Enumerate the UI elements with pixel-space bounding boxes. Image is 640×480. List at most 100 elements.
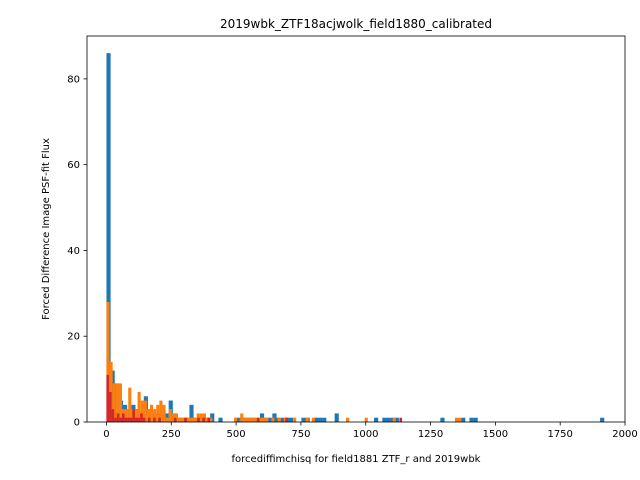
x-tick-label-7: 1750 [547,429,572,440]
histogram-bar-series-1-44 [271,417,275,422]
y-tick-label-1: 20 [67,332,80,343]
histogram-bar-series-0-54 [473,417,478,422]
histogram-bar-series-1-41 [258,417,263,422]
histogram-bar-series-1-30 [199,413,203,422]
histogram-bar-series-1-46 [283,417,287,422]
histogram-bar-series-1-50 [346,417,350,422]
histogram-bar-series-0-55 [600,417,605,422]
histogram-bar-series-2-17 [158,417,161,422]
histogram-bar-series-2-1 [109,391,112,422]
histogram-bar-series-0-50 [394,417,399,422]
histogram-bar-series-1-48 [305,417,309,422]
histogram-bar-series-2-22 [207,417,211,422]
histogram-bar-series-1-15 [153,409,157,422]
histogram-bar-series-2-11 [134,417,138,422]
histogram-bar-series-2-24 [285,417,288,422]
histogram-bar-series-0-49 [390,417,395,422]
histogram-bar-series-2-6 [122,413,125,422]
histogram-bar-series-0-43 [318,417,323,422]
histogram-bar-series-1-27 [190,417,194,422]
histogram-bar-series-2-15 [147,417,151,422]
histogram-bar-series-1-9 [134,409,138,422]
histogram-bar-series-2-14 [142,417,146,422]
x-tick-label-0: 0 [103,429,109,440]
histogram-bar-series-0-39 [288,417,294,422]
histogram-bar-series-2-20 [197,417,200,422]
histogram-bar-series-0-46 [374,417,379,422]
histogram-bar-series-1-13 [146,409,150,422]
histogram-bar-series-1-43 [265,417,269,422]
y-axis-label: Forced Difference Image PSF-fit Flux [41,138,52,320]
histogram-bar-series-0-42 [313,417,319,422]
histogram-bar-series-1-35 [240,413,244,422]
histogram-bar-series-0-44 [322,417,327,422]
histogram-bar-series-2-7 [124,417,128,422]
x-axis-label: forcediffimchisq for field1881 ZTF_r and… [232,454,481,465]
histogram-bar-series-1-26 [187,417,191,422]
histogram-bar-series-1-18 [162,404,166,422]
histogram-bar-series-2-4 [116,413,120,422]
histogram-bar-series-2-0 [106,374,110,422]
histogram-bar-series-1-39 [252,417,256,422]
histogram-bar-series-1-36 [243,417,247,422]
x-tick-label-3: 750 [291,429,310,440]
histogram-bar-series-1-47 [293,417,297,422]
histogram-bar-series-0-26 [218,417,223,422]
histogram-bar-series-1-6 [125,409,129,422]
histogram-bar-series-1-33 [209,417,213,422]
histogram-bar-series-2-2 [111,409,115,422]
histogram-bar-series-1-54 [458,417,462,422]
y-axis-ticks: 0 20 40 60 80 [67,74,87,429]
histogram-bar-series-1-42 [262,417,266,422]
histogram-bar-series-2-13 [140,413,143,422]
x-tick-label-1: 250 [162,429,181,440]
histogram-bar-series-2-3 [114,417,117,422]
histogram-bar-series-0-51 [440,417,445,422]
histogram-bar-series-1-10 [137,391,141,422]
histogram-bar-series-1-0 [106,301,110,422]
histogram-bar-series-2-8 [127,417,130,422]
histogram-bar-series-1-37 [246,417,250,422]
histogram-bar-series-1-2 [112,383,116,422]
histogram-bar-series-2-18 [173,417,177,422]
histogram-bar-series-0-25 [210,413,215,422]
x-tick-label-6: 1500 [483,429,508,440]
histogram-bar-series-0-53 [469,417,474,422]
histogram-bar-series-1-38 [249,417,253,422]
histogram-bar-series-1-45 [277,417,281,422]
histogram-bar-series-0-48 [386,417,391,422]
histogram-bar-series-1-34 [234,417,238,422]
histogram-bar-series-0-22 [197,417,202,422]
histogram-bar-series-0-47 [382,417,387,422]
histogram-bar-series-1-3 [115,383,119,422]
histogram-bar-series-0-37 [280,417,285,422]
y-tick-label-3: 60 [67,160,80,171]
x-tick-label-8: 2000 [612,429,637,440]
histogram-bar-series-2-21 [202,417,205,422]
x-tick-label-4: 1000 [353,429,378,440]
histogram-bar-series-2-23 [256,417,260,422]
histogram-bar-series-1-19 [165,417,169,422]
histogram-bar-series-1-28 [193,417,197,422]
histogram-bar-series-2-5 [119,417,122,422]
histogram-bar-series-1-16 [156,404,160,422]
chart-title: 2019wbk_ZTF18acjwolk_field1880_calibrate… [220,17,492,31]
histogram-bar-series-1-12 [143,400,147,422]
histogram-bar-series-1-17 [159,400,163,422]
histogram-bar-series-1-24 [181,417,185,422]
histogram-bar-series-1-14 [150,404,154,422]
histogram-bar-series-2-9 [129,417,133,422]
histogram-bar-series-1-23 [178,417,182,422]
y-tick-label-4: 80 [67,74,80,85]
histogram-bar-series-1-20 [168,409,172,422]
histogram-bar-series-0-20 [189,404,194,422]
y-tick-label-0: 0 [74,418,80,429]
histogram-bar-series-0-52 [461,417,466,422]
x-tick-label-5: 1250 [418,429,443,440]
axes-frame [86,35,626,423]
y-tick-label-2: 40 [67,246,80,257]
histogram-bar-series-0-0 [106,53,111,422]
histogram-bar-series-2-12 [137,417,141,422]
x-tick-label-2: 500 [227,429,246,440]
